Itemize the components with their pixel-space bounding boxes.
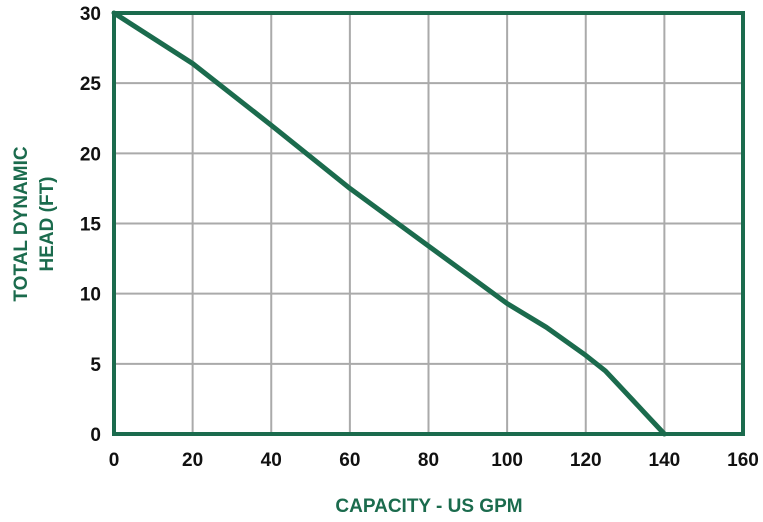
performance-curve — [111, 10, 667, 437]
y-tick-label-30: 30 — [80, 4, 101, 25]
y-tick-label-25: 25 — [80, 74, 102, 95]
grid-lines — [113, 12, 744, 435]
x-axis-title: CAPACITY - US GPM — [335, 496, 522, 517]
y-axis-title: TOTAL DYNAMIC HEAD (FT) — [11, 146, 58, 301]
y-tick-label-5: 5 — [90, 355, 101, 376]
x-tick-label-100: 100 — [491, 450, 523, 471]
x-tick-label-160: 160 — [727, 450, 759, 471]
y-tick-label-20: 20 — [80, 144, 101, 165]
x-tick-label-20: 20 — [182, 450, 203, 471]
x-tick-label-60: 60 — [339, 450, 360, 471]
y-tick-label-10: 10 — [80, 285, 101, 306]
series-line-0 — [111, 10, 667, 437]
x-tick-labels: 0 20 40 60 80 100 120 140 160 — [109, 450, 759, 471]
y-tick-labels: 0 5 10 15 20 25 30 — [80, 4, 102, 446]
plot-frame — [112, 11, 745, 436]
x-tick-label-80: 80 — [418, 450, 439, 471]
x-tick-label-0: 0 — [109, 450, 120, 471]
x-tick-label-40: 40 — [261, 450, 282, 471]
y-axis-title-line-2: HEAD (FT) — [37, 177, 58, 272]
x-tick-label-120: 120 — [570, 450, 602, 471]
y-tick-label-0: 0 — [90, 425, 101, 446]
y-tick-label-15: 15 — [80, 215, 102, 236]
x-tick-label-140: 140 — [649, 450, 681, 471]
y-axis-title-line-1: TOTAL DYNAMIC — [11, 146, 32, 301]
